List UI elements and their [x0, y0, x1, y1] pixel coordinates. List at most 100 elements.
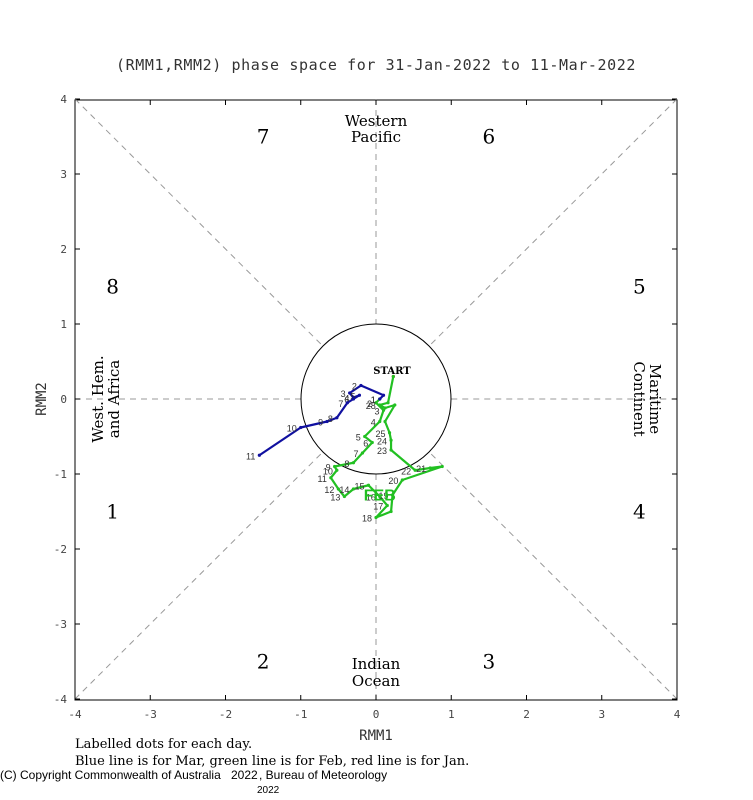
series-point-mar [378, 397, 382, 401]
day-label: 4 [371, 418, 376, 428]
series-point-feb [351, 461, 356, 465]
day-label: 24 [377, 436, 387, 446]
series-point-feb [440, 464, 444, 469]
region-right-line2: Continent [630, 361, 648, 436]
series-point-feb [378, 403, 382, 407]
copyright-year-a: 2022 [231, 768, 258, 782]
x-axis-label: RMM1 [359, 728, 393, 744]
series-point-feb [389, 448, 393, 452]
region-left-line1: West. Hem. [89, 355, 107, 442]
day-label: 9 [318, 418, 323, 428]
series-point-feb [389, 509, 393, 514]
y-axis-label: RMM2 [34, 382, 50, 416]
series-point-feb [366, 483, 371, 487]
series-point-feb [360, 451, 365, 455]
unit-circle [300, 323, 452, 475]
series-point-feb [363, 434, 367, 439]
series-point-feb [391, 374, 395, 379]
y-tick-label: -4 [54, 693, 68, 706]
day-label: 3 [341, 389, 346, 399]
series-point-mar [348, 391, 352, 395]
day-label: 2 [352, 382, 357, 392]
series-point-mar [357, 393, 362, 397]
region-top-line2: Pacific [351, 128, 401, 146]
phase-number: 3 [483, 650, 496, 674]
day-label: 16 [366, 493, 376, 503]
day-label: 12 [324, 485, 334, 495]
guide-diagonal-ll [74, 451, 324, 700]
series-point-feb [385, 503, 389, 508]
x-tick-label: 3 [598, 708, 605, 721]
day-label: 15 [354, 481, 364, 491]
day-label: 25 [376, 429, 386, 439]
day-label: 28 [366, 401, 376, 411]
series-point-feb [342, 494, 346, 499]
region-right-line1: Maritime [646, 364, 664, 434]
x-tick-label: -4 [68, 708, 82, 721]
footer-line2: Blue line is for Mar, green line is for … [75, 754, 469, 769]
x-tick-label: 1 [448, 708, 455, 721]
day-label: 6 [363, 439, 368, 449]
month-label-feb: FEB [364, 487, 396, 504]
region-bottom-line2: Ocean [352, 672, 401, 690]
day-label: 1 [371, 395, 376, 405]
footer-line1: Labelled dots for each day. [75, 737, 252, 752]
day-label: 2 [367, 399, 372, 409]
series-point-feb [393, 403, 397, 407]
series-point-feb [390, 493, 395, 497]
phase-guides [74, 98, 678, 700]
chart-title: (RMM1,RMM2) phase space for 31-Jan-2022 … [116, 56, 636, 74]
series-point-feb [387, 431, 392, 435]
day-label: 13 [330, 493, 340, 503]
y-tick-label: 1 [60, 318, 67, 331]
copyright-year-b: 2022 [257, 785, 280, 796]
series-point-feb [400, 478, 404, 482]
day-label: 10 [323, 466, 333, 476]
series-point-feb [383, 419, 387, 424]
x-tick-label: 2 [523, 708, 530, 721]
series-point-mar [325, 419, 329, 424]
region-left-line2: and Africa [105, 360, 123, 438]
phase-number: 5 [633, 275, 646, 299]
day-label: 22 [401, 466, 411, 476]
y-tick-label: 2 [60, 243, 67, 256]
series-point-mar [359, 383, 363, 388]
phase-number: 7 [257, 125, 270, 149]
series-point-mar [351, 397, 356, 401]
day-label: 6 [344, 395, 349, 405]
series-point-feb [381, 408, 386, 412]
series-point-mar [335, 416, 339, 420]
series-point-feb [378, 419, 382, 424]
y-tick-label: -1 [54, 468, 67, 481]
y-tick-label: -2 [54, 543, 67, 556]
day-label: 19 [379, 491, 389, 501]
copyright-text: (C) Copyright Commonwealth of Australia [0, 768, 221, 782]
series-point-feb [370, 440, 374, 445]
series-point-feb [383, 406, 387, 410]
day-label: 7 [338, 399, 343, 409]
day-label: 3 [375, 406, 380, 416]
series-point-feb [413, 468, 417, 472]
series-point-feb [336, 487, 340, 491]
phase-number: 8 [106, 275, 119, 299]
series-line-mar [258, 384, 385, 457]
series-point-mar [345, 401, 350, 405]
series-point-feb [351, 487, 356, 491]
series-point-feb [374, 515, 378, 520]
day-label: 21 [416, 464, 426, 474]
guide-diagonal-ul [74, 98, 324, 347]
region-top-line1: Western [345, 112, 408, 130]
phase-number: 1 [106, 500, 119, 524]
series-point-feb [378, 494, 382, 499]
series-point-feb [374, 401, 378, 405]
day-label: 11 [246, 451, 255, 461]
phase-number: 4 [633, 500, 646, 524]
day-label: 8 [328, 414, 333, 424]
day-label: 18 [362, 514, 372, 524]
series-point-feb [386, 401, 390, 405]
day-label: 8 [344, 459, 349, 469]
guide-diagonal-ur [428, 98, 678, 347]
